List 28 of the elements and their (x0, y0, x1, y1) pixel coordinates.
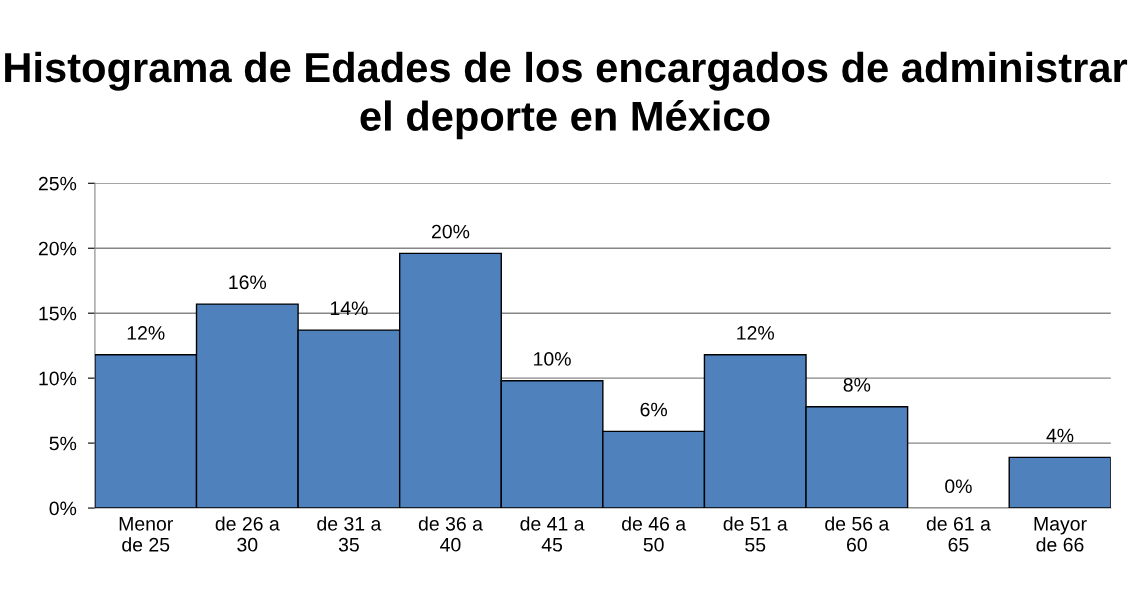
y-tick-label: 15% (39, 306, 77, 321)
data-label: 12% (737, 326, 774, 340)
x-tick-label: de 36 a 40 (418, 516, 483, 552)
chart-title: Histograma de Edades de los encargados de administrar el deporte en México (5, 51, 1128, 140)
data-label: 12% (127, 326, 165, 340)
data-label: 0% (945, 479, 972, 494)
bar (1008, 456, 1111, 509)
data-label: 6% (640, 402, 668, 417)
data-label: 14% (330, 301, 368, 316)
x-tick-label: Menor de 25 (119, 517, 173, 552)
x-tick-label: de 26 a 30 (215, 516, 280, 552)
x-tick-label: Mayor de 66 (1034, 517, 1087, 552)
x-tick-label: de 56 a 60 (825, 516, 890, 552)
y-tick-label: 25% (38, 176, 77, 191)
data-label: 4% (1046, 428, 1074, 443)
data-label: 8% (843, 378, 871, 392)
y-tick-label: 5% (49, 436, 77, 451)
y-tick-label: 0% (49, 501, 77, 516)
data-label: 16% (229, 275, 267, 290)
x-tick-label: de 31 a 35 (317, 516, 382, 552)
data-label: 10% (534, 352, 571, 366)
x-tick-label: de 41 a 45 (520, 516, 585, 552)
y-tick-label: 10% (39, 371, 77, 386)
y-tick-label: 20% (38, 241, 77, 256)
x-tick-label: de 51 a 55 (723, 516, 788, 552)
data-label: 20% (431, 224, 470, 239)
x-tick-label: de 61 a 65 (926, 516, 991, 552)
x-tick-label: de 46 a 50 (622, 516, 687, 552)
